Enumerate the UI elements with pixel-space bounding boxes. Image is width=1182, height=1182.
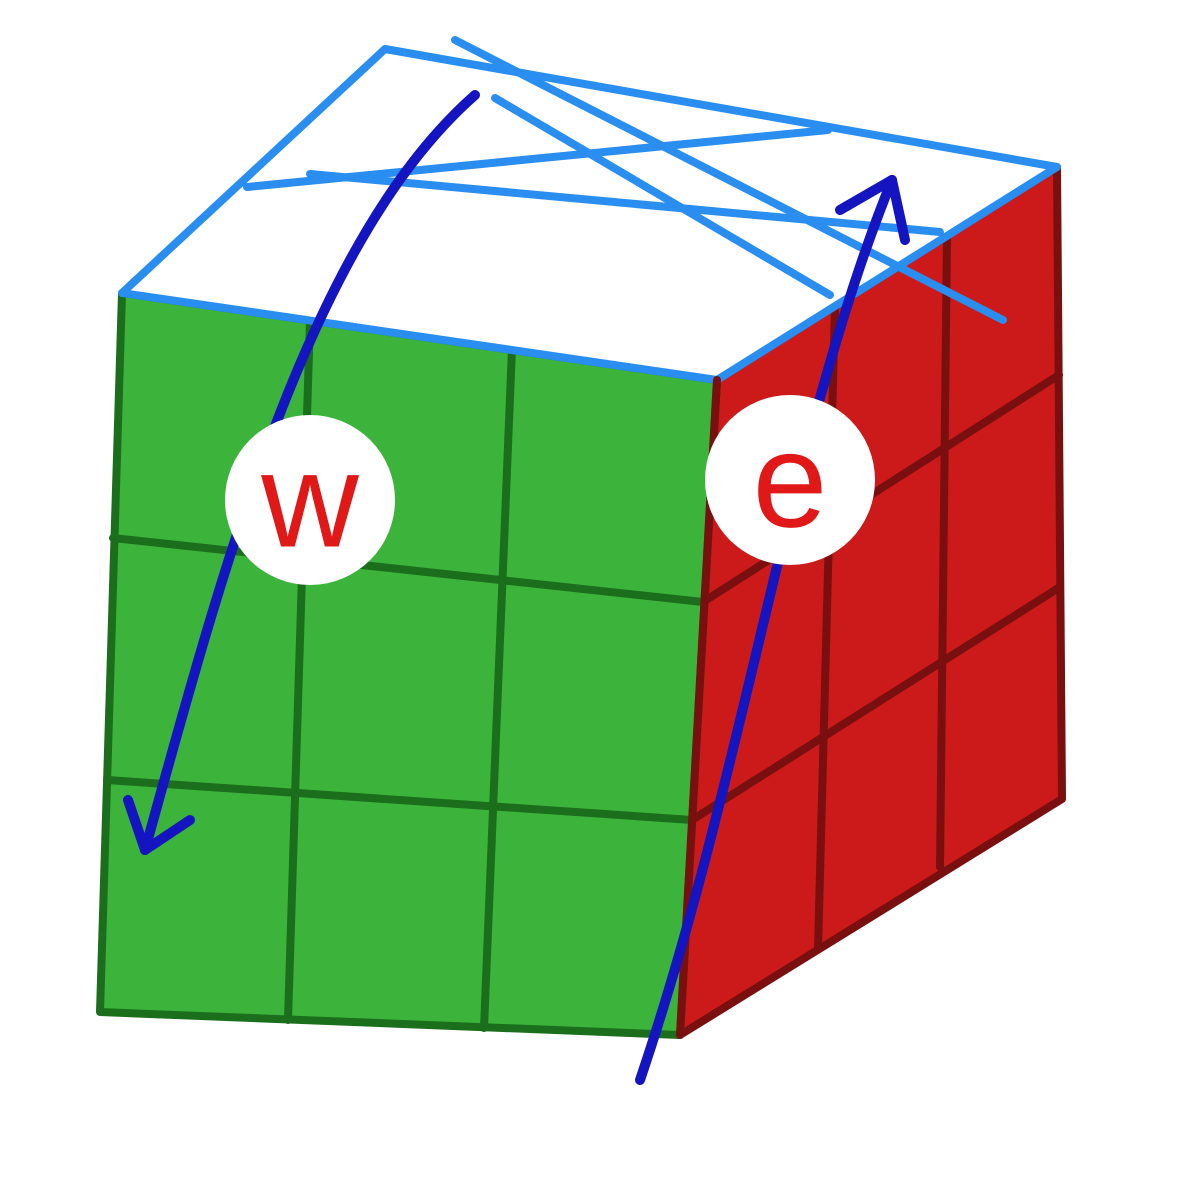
badge-e-label: e (752, 405, 827, 556)
badge-w: w (225, 415, 395, 585)
badge-e: e (705, 395, 875, 565)
badge-w-label: w (260, 425, 359, 576)
